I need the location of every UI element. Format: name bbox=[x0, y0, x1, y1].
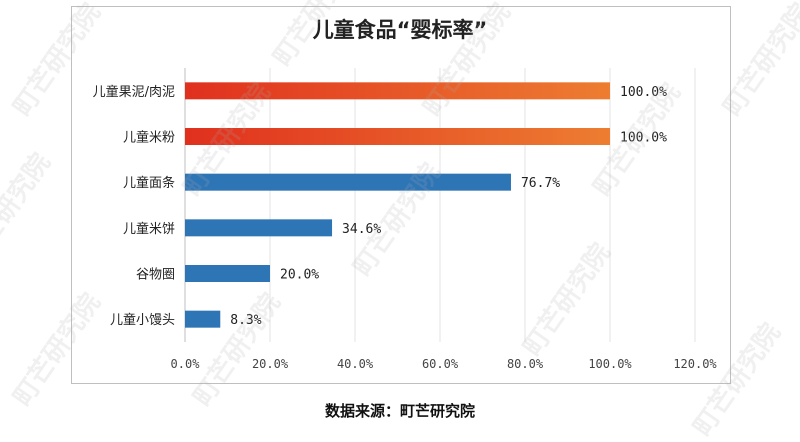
x-tick-label: 20.0% bbox=[252, 357, 289, 371]
x-tick-label: 40.0% bbox=[337, 357, 374, 371]
category-label: 谷物圈 bbox=[136, 268, 175, 283]
chart-title: 儿童食品“婴标率” bbox=[312, 18, 488, 42]
data-label: 100.0% bbox=[620, 131, 667, 146]
category-label: 儿童果泥/肉泥 bbox=[93, 84, 175, 100]
data-source: 数据来源：町芒研究院 bbox=[324, 402, 475, 420]
data-label: 100.0% bbox=[620, 85, 667, 100]
bar-chart: 儿童果泥/肉泥 100.0% 儿童米粉 100.0% 儿童面条 76.7% 儿童米饼 34.6… bbox=[93, 68, 717, 371]
category-label: 儿童米饼 bbox=[123, 221, 175, 237]
category-label: 儿童米粉 bbox=[123, 130, 175, 146]
x-tick-label: 0.0% bbox=[171, 357, 201, 371]
x-tick-label: 80.0% bbox=[507, 357, 544, 371]
bar bbox=[185, 82, 610, 100]
x-tick-label: 120.0% bbox=[673, 357, 717, 371]
bar bbox=[185, 219, 333, 237]
category-label: 儿童小馒头 bbox=[110, 312, 175, 328]
x-tick-label: 100.0% bbox=[588, 357, 632, 371]
data-label: 76.7% bbox=[521, 176, 560, 191]
data-label: 20.0% bbox=[280, 268, 319, 283]
bar bbox=[185, 265, 270, 282]
x-tick-label: 60.0% bbox=[422, 357, 459, 371]
bar bbox=[185, 128, 610, 145]
data-label: 8.3% bbox=[230, 313, 261, 328]
bar bbox=[185, 173, 511, 191]
category-label: 儿童面条 bbox=[123, 175, 175, 191]
chart-frame bbox=[71, 6, 731, 384]
data-label: 34.6% bbox=[342, 222, 381, 237]
bar bbox=[185, 310, 221, 328]
